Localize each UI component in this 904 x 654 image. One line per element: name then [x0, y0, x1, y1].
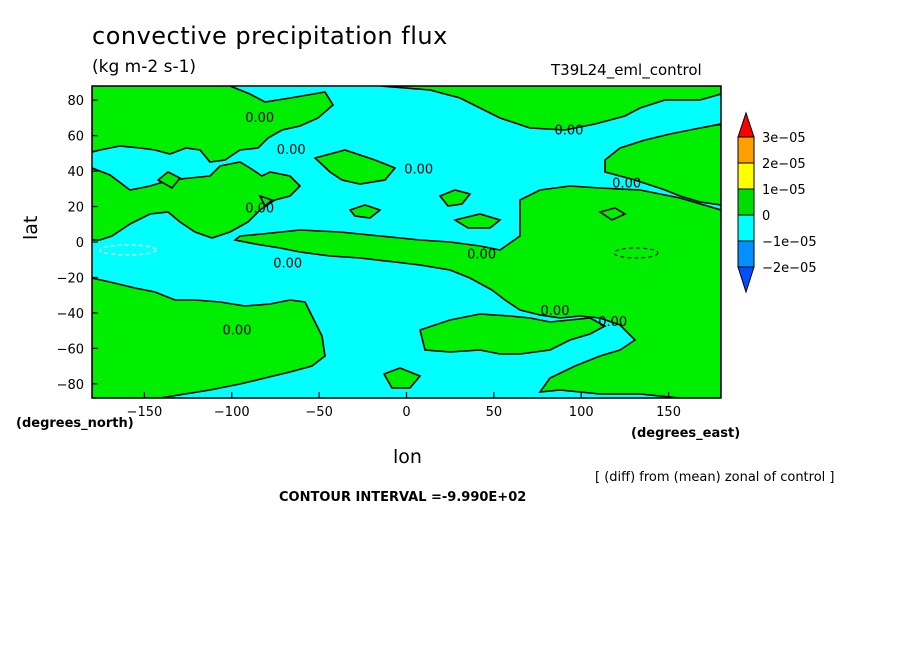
colorbar-box: [737, 162, 755, 190]
colorbar-box: [737, 240, 755, 268]
contour-interval: CONTOUR INTERVAL =-9.990E+02: [279, 490, 527, 505]
colorbar-box: [737, 188, 755, 216]
y-tick-label: −20: [57, 271, 84, 286]
axis-ticks: −150 −100 −50 0 50 100 150 80 60 40 20 0 −20 −40 −60 −8…: [57, 94, 681, 420]
colorbar-arrow-top: [737, 111, 755, 138]
colorbar-label: 1e−05: [762, 183, 806, 198]
colorbar-label: 2e−05: [762, 157, 806, 172]
x-axis-units: (degrees_east): [631, 426, 741, 441]
colorbar-label: 0: [762, 209, 770, 224]
contour-label: 0.00: [467, 247, 496, 262]
y-tick-label: 40: [67, 165, 84, 180]
negative-contour: [99, 244, 157, 256]
contour-label: 0.00: [277, 143, 306, 158]
positive-region: [233, 185, 721, 398]
contour-label: 0.00: [541, 304, 570, 319]
positive-region: [438, 189, 472, 207]
contour-labels-layer: 0.00 0.00 0.00 0.00 0.00 0.00 0.00 0.00 0.00 0.00…: [223, 111, 642, 339]
positive-region: [313, 149, 397, 185]
colorbar-box: [737, 136, 755, 164]
y-tick-label: 0: [76, 236, 84, 251]
y-tick-label: 60: [67, 130, 84, 145]
x-axis-label: lon: [393, 446, 422, 468]
contour-label: 0.00: [555, 123, 584, 138]
x-tick-label: 50: [486, 405, 503, 420]
contour-label: 0.00: [273, 256, 302, 271]
x-tick-label: 150: [656, 405, 681, 420]
y-tick-label: −80: [57, 378, 84, 393]
positive-region: [419, 313, 607, 355]
contour-label: 0.00: [598, 315, 627, 330]
contour-label: 0.00: [223, 324, 252, 339]
positive-region: [92, 161, 302, 241]
positive-region: [92, 86, 335, 163]
positive-region: [604, 123, 721, 206]
x-tick-label: 0: [402, 405, 410, 420]
positive-region: [598, 207, 627, 221]
map-area: 0.00 0.00 0.00 0.00 0.00 0.00 0.00 0.00 0.00 0.00…: [91, 85, 722, 399]
positive-region: [348, 204, 382, 219]
chart-units: (kg m-2 s-1): [92, 57, 197, 77]
contour-label: 0.00: [404, 162, 433, 177]
y-tick-label: −60: [57, 342, 84, 357]
x-tick-label: −50: [305, 405, 332, 420]
colorbar-label: −1e−05: [762, 235, 817, 250]
x-tick-label: −150: [127, 405, 163, 420]
positive-region: [92, 277, 326, 398]
positive-region: [379, 86, 721, 131]
x-tick-label: −100: [214, 405, 250, 420]
positive-region: [258, 194, 274, 208]
contour-label: 0.00: [245, 111, 274, 126]
y-tick-label: −40: [57, 307, 84, 322]
positive-region: [382, 367, 422, 389]
x-tick-label: 100: [569, 405, 594, 420]
y-axis-label: lat: [20, 215, 42, 240]
contour-label: 0.00: [245, 201, 274, 216]
y-tick-label: 80: [67, 94, 84, 109]
colorbar-label: −2e−05: [762, 261, 817, 276]
contour-label: 0.00: [612, 177, 641, 192]
chart-title: convective precipitation flux: [92, 22, 448, 50]
experiment-name: T39L24_eml_control: [551, 61, 702, 79]
colorbar-box: [737, 214, 755, 242]
colorbar: 3e−05 2e−05 1e−05 0 −1e−05 −2e−05: [737, 111, 817, 294]
diff-note: [ (diff) from (mean) zonal of control ]: [595, 470, 835, 485]
colorbar-arrow-bottom: [737, 266, 755, 294]
y-axis-units: (degrees_north): [16, 416, 134, 431]
positive-region: [452, 213, 502, 229]
negative-contour: [613, 247, 659, 259]
regions-layer: [92, 86, 721, 398]
colorbar-label: 3e−05: [762, 131, 806, 146]
positive-region: [156, 171, 182, 190]
y-tick-label: 20: [67, 201, 84, 216]
